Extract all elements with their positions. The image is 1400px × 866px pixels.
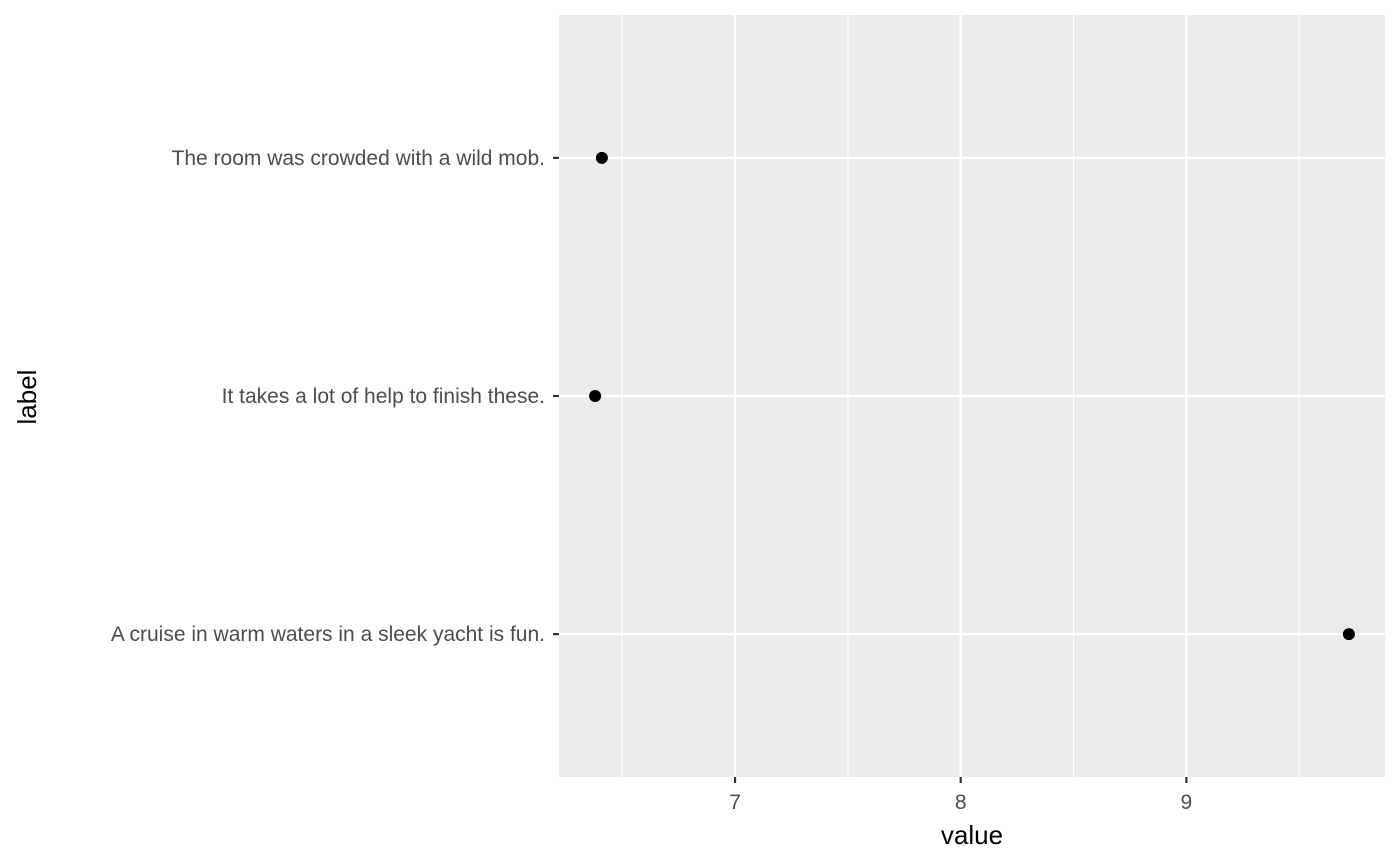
y-tick-label-1: It takes a lot of help to finish these. — [222, 385, 545, 408]
x-tick-label-2: 9 — [1181, 791, 1193, 814]
data-point-2 — [595, 151, 608, 164]
data-point-1 — [589, 390, 602, 402]
major-gridlines — [559, 15, 1385, 777]
x-tick-label-0: 7 — [729, 791, 741, 814]
data-points — [589, 151, 1355, 641]
x-axis-title: value — [941, 820, 1003, 850]
x-tick-label-1: 8 — [955, 791, 967, 814]
data-point-0 — [1342, 628, 1355, 641]
y-axis: A cruise in warm waters in a sleek yacht… — [111, 147, 559, 646]
y-axis-title: label — [12, 370, 42, 425]
y-tick-label-2: The room was crowded with a wild mob. — [172, 147, 545, 170]
x-axis: 7 8 9 — [729, 777, 1192, 814]
y-tick-label-0: A cruise in warm waters in a sleek yacht… — [111, 623, 545, 646]
